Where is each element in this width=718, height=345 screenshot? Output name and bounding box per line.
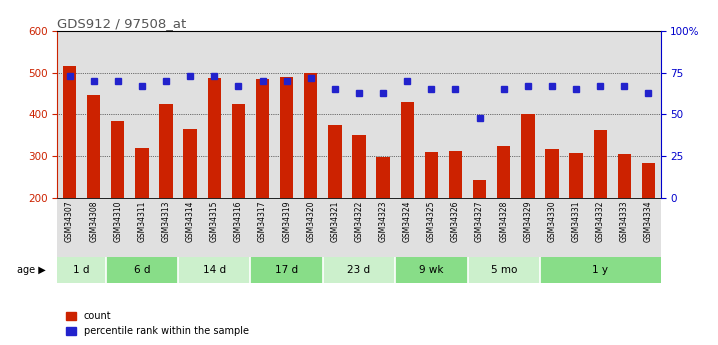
Bar <box>280 77 293 198</box>
Bar <box>63 66 76 198</box>
Text: GSM34315: GSM34315 <box>210 201 219 242</box>
Text: GSM34327: GSM34327 <box>475 201 484 242</box>
Text: 5 mo: 5 mo <box>490 265 517 275</box>
Text: GDS912 / 97508_at: GDS912 / 97508_at <box>57 17 187 30</box>
Text: 23 d: 23 d <box>348 265 370 275</box>
Bar <box>395 257 467 283</box>
Text: 17 d: 17 d <box>275 265 298 275</box>
Bar <box>449 151 462 198</box>
Bar <box>87 95 101 198</box>
Text: GSM34325: GSM34325 <box>427 201 436 242</box>
Bar <box>594 130 607 198</box>
Bar <box>473 180 486 198</box>
Bar <box>256 79 269 198</box>
Text: GSM34322: GSM34322 <box>355 201 363 242</box>
Text: 6 d: 6 d <box>134 265 150 275</box>
Bar <box>617 154 631 198</box>
Text: 9 wk: 9 wk <box>419 265 444 275</box>
Text: GSM34317: GSM34317 <box>258 201 267 242</box>
Text: 1 d: 1 d <box>73 265 90 275</box>
Bar <box>251 257 323 283</box>
Bar <box>135 148 149 198</box>
Text: GSM34313: GSM34313 <box>162 201 170 242</box>
Text: GSM34321: GSM34321 <box>330 201 340 242</box>
Text: age ▶: age ▶ <box>17 265 45 275</box>
Bar <box>497 147 510 198</box>
Text: GSM34328: GSM34328 <box>499 201 508 242</box>
Text: GSM34326: GSM34326 <box>451 201 460 242</box>
Bar <box>111 121 124 198</box>
Text: GSM34307: GSM34307 <box>65 201 74 242</box>
Text: GSM34314: GSM34314 <box>186 201 195 242</box>
Text: GSM34310: GSM34310 <box>113 201 122 242</box>
Text: GSM34330: GSM34330 <box>548 201 556 242</box>
Bar <box>184 129 197 198</box>
Bar <box>106 257 178 283</box>
Legend: count, percentile rank within the sample: count, percentile rank within the sample <box>62 307 253 340</box>
Text: GSM34323: GSM34323 <box>378 201 388 242</box>
Bar <box>401 102 414 198</box>
Bar <box>328 125 342 198</box>
Bar <box>208 78 221 198</box>
Bar <box>323 257 395 283</box>
Bar <box>569 153 583 198</box>
Bar <box>232 104 245 198</box>
Bar <box>546 149 559 198</box>
Bar <box>159 104 172 198</box>
Text: GSM34311: GSM34311 <box>137 201 146 242</box>
Bar <box>540 257 661 283</box>
Bar <box>353 135 365 198</box>
Bar <box>376 157 390 198</box>
Text: GSM34308: GSM34308 <box>89 201 98 242</box>
Text: GSM34331: GSM34331 <box>572 201 581 242</box>
Bar <box>425 152 438 198</box>
Text: GSM34329: GSM34329 <box>523 201 532 242</box>
Text: GSM34320: GSM34320 <box>307 201 315 242</box>
Bar <box>642 163 655 198</box>
Bar <box>467 257 540 283</box>
Text: GSM34333: GSM34333 <box>620 201 629 242</box>
Bar <box>178 257 251 283</box>
Text: GSM34316: GSM34316 <box>234 201 243 242</box>
Text: GSM34324: GSM34324 <box>403 201 411 242</box>
Bar <box>57 257 106 283</box>
Text: GSM34332: GSM34332 <box>596 201 605 242</box>
Text: GSM34319: GSM34319 <box>282 201 291 242</box>
Text: 14 d: 14 d <box>202 265 226 275</box>
Bar <box>521 115 534 198</box>
Text: GSM34334: GSM34334 <box>644 201 653 242</box>
Bar <box>304 73 317 198</box>
Text: 1 y: 1 y <box>592 265 608 275</box>
